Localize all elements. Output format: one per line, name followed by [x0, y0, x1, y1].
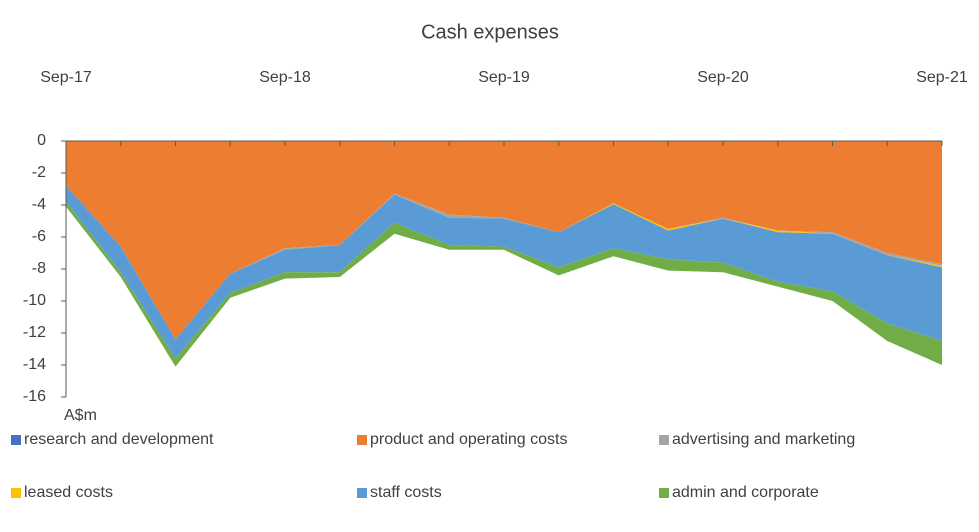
legend-label: advertising and marketing	[672, 431, 855, 448]
x-tick-label: Sep-18	[259, 69, 311, 86]
y-tick-label: -8	[32, 260, 46, 277]
chart-title: Cash expenses	[421, 21, 559, 43]
y-tick-label: -16	[23, 388, 46, 405]
legend-swatch	[11, 435, 21, 445]
area	[66, 141, 942, 340]
y-tick-label: -12	[23, 324, 46, 341]
y-tick-label: -6	[32, 228, 46, 245]
legend-label: staff costs	[370, 484, 442, 501]
y-tick-label: -4	[32, 196, 46, 213]
y-tick-label: 0	[37, 132, 46, 149]
legend-label: admin and corporate	[672, 484, 819, 501]
y-tick-label: -14	[23, 356, 46, 373]
area	[66, 185, 942, 359]
y-tick-label: -10	[23, 292, 46, 309]
legend-swatch	[11, 488, 21, 498]
legend-swatch	[659, 435, 669, 445]
x-tick-label: Sep-21	[916, 69, 968, 86]
legend-label: leased costs	[24, 484, 113, 501]
y-tick-label: -2	[32, 164, 46, 181]
legend-label: research and development	[24, 431, 214, 448]
legend-label: product and operating costs	[370, 431, 567, 448]
x-tick-label: Sep-20	[697, 69, 749, 86]
legend-swatch	[357, 435, 367, 445]
y-axis-label: A$m	[64, 407, 97, 424]
legend-swatch	[659, 488, 669, 498]
x-tick-label: Sep-19	[478, 69, 530, 86]
x-tick-label: Sep-17	[40, 69, 92, 86]
legend-swatch	[357, 488, 367, 498]
